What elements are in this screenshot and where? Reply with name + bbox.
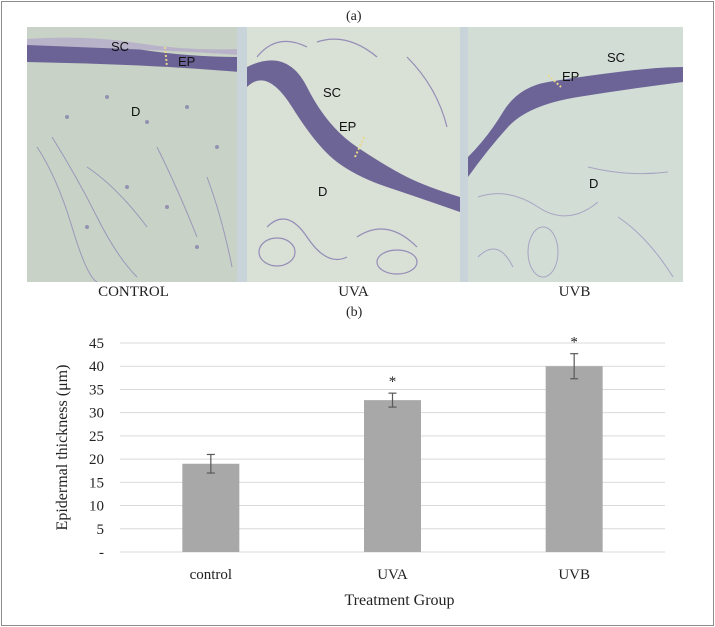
- x-axis-label: Treatment Group: [344, 592, 454, 609]
- sc-label: SC: [607, 50, 626, 65]
- significance-marker: *: [570, 335, 578, 351]
- y-tick-label: 35: [89, 382, 104, 398]
- caption-uvb: UVB: [558, 284, 591, 300]
- y-tick-label: 30: [89, 406, 104, 422]
- y-tick-label: 40: [89, 359, 104, 375]
- y-tick-label: 10: [89, 499, 104, 515]
- bar: [182, 463, 240, 552]
- x-tick-label: UVB: [558, 567, 590, 583]
- panel-label-b: (b): [346, 305, 363, 320]
- y-tick-label: 15: [89, 475, 104, 491]
- bar-chart: - 5 10 15 20 25 30 35 40 45 control * UVA * UVB Treatme…: [54, 335, 665, 609]
- significance-marker: *: [389, 374, 397, 390]
- y-axis-label: Epidermal thickness (μm): [54, 365, 71, 531]
- y-tick-label: 20: [89, 452, 104, 468]
- caption-uva: UVA: [338, 284, 369, 300]
- x-tick-label: control: [190, 567, 233, 583]
- sc-label: SC: [323, 85, 342, 100]
- micrograph-uva: SC EP D: [247, 27, 460, 282]
- caption-control: CONTROL: [98, 284, 169, 300]
- micrograph-uvb: SC EP D: [468, 27, 683, 282]
- bar: [545, 366, 603, 552]
- sc-label: SC: [111, 39, 130, 54]
- ep-label: EP: [562, 69, 580, 84]
- ep-label: EP: [178, 54, 196, 69]
- bar: [364, 400, 421, 552]
- d-label: D: [318, 184, 328, 199]
- y-tick-label: 5: [97, 522, 105, 538]
- panel-divider: [237, 27, 247, 282]
- panel-label-a: (a): [346, 9, 362, 24]
- x-tick-label: UVA: [377, 567, 408, 583]
- d-label: D: [131, 104, 141, 119]
- y-tick-label: 45: [89, 336, 104, 352]
- ep-label: EP: [339, 119, 357, 134]
- y-tick-label: -: [99, 545, 104, 561]
- panel-divider: [460, 27, 468, 282]
- d-label: D: [589, 176, 599, 191]
- y-tick-label: 25: [89, 429, 104, 445]
- micrograph-control: SC EP D: [27, 27, 240, 282]
